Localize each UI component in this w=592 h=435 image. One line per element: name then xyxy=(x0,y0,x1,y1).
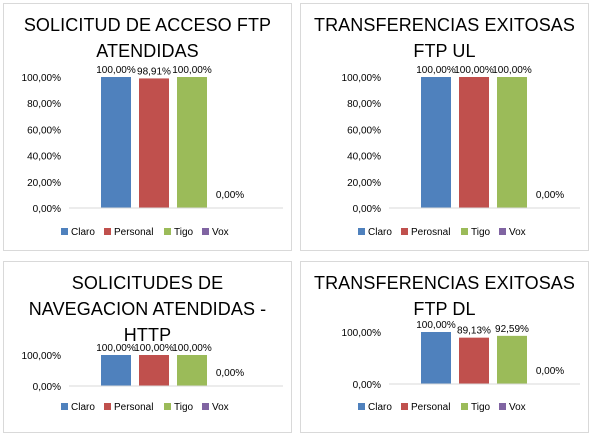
data-label: 98,91% xyxy=(137,66,171,77)
y-tick-label: 20,00% xyxy=(347,178,381,189)
legend-swatch xyxy=(164,403,171,410)
chart-title-line: NAVEGACION ATENDIDAS - xyxy=(28,299,267,319)
y-tick-label: 0,00% xyxy=(33,204,61,215)
data-label: 100,00% xyxy=(492,65,532,76)
chart-title-line: TRANSFERENCIAS EXITOSAS xyxy=(313,273,576,293)
bar-claro xyxy=(421,332,451,384)
legend-label: Claro xyxy=(368,227,392,238)
legend-label: Vox xyxy=(509,402,526,413)
legend-swatch xyxy=(164,228,171,235)
bar-claro xyxy=(101,355,131,386)
chart-title-line: FTP DL xyxy=(413,299,476,319)
legend-swatch xyxy=(358,228,365,235)
bar-tigo xyxy=(497,335,527,384)
chart-panel: TRANSFERENCIAS EXITOSAS FTP DL 0,00% 100,00… xyxy=(300,261,589,433)
data-label: 100,00% xyxy=(454,65,494,76)
chart-title-line: ATENDIDAS xyxy=(96,41,199,61)
legend-swatch xyxy=(202,228,209,235)
legend-swatch xyxy=(61,403,68,410)
y-tick-label: 100,00% xyxy=(22,351,62,362)
data-label: 0,00% xyxy=(216,368,244,379)
data-label: 0,00% xyxy=(216,190,244,201)
chart-title-line: SOLICITUD DE ACCESO FTP xyxy=(23,15,272,35)
legend-label: Vox xyxy=(509,227,526,238)
chart-panel: TRANSFERENCIAS EXITOSAS FTP UL 0,00% 20,00%… xyxy=(300,3,589,251)
y-tick-label: 80,00% xyxy=(27,99,61,110)
legend-swatch xyxy=(401,403,408,410)
legend-label: Tigo xyxy=(471,227,491,238)
legend-label: Claro xyxy=(71,402,95,413)
data-label: 100,00% xyxy=(416,320,456,331)
chart-panel: SOLICITUD DE ACCESO FTP ATENDIDAS 0,00% 20,… xyxy=(3,3,292,251)
data-label: 100,00% xyxy=(96,343,136,354)
chart-title-line: HTTP xyxy=(123,325,172,345)
bar-personal xyxy=(459,337,489,384)
chart-svg: 0,00% 20,00% 40,00% 60,00% 80,00% 100,00% 100,… xyxy=(22,65,283,238)
legend-swatch xyxy=(499,228,506,235)
data-label: 100,00% xyxy=(416,65,456,76)
y-tick-label: 20,00% xyxy=(27,178,61,189)
chart-title: SOLICITUD DE ACCESO FTP ATENDIDAS xyxy=(4,12,291,64)
chart-title: SOLICITUDES DE NAVEGACION ATENDIDAS - HTTP xyxy=(4,270,291,348)
bar-perosnal xyxy=(459,77,489,208)
y-tick-label: 100,00% xyxy=(22,73,62,84)
legend-swatch xyxy=(61,228,68,235)
bar-personal xyxy=(139,78,169,208)
legend-swatch xyxy=(358,403,365,410)
y-tick-label: 100,00% xyxy=(342,73,382,84)
y-tick-label: 80,00% xyxy=(347,99,381,110)
y-tick-label: 0,00% xyxy=(353,380,381,391)
bar-tigo xyxy=(497,77,527,208)
chart-svg: 0,00%20,00%40,00%60,00%80,00%100,00%100,… xyxy=(342,65,580,238)
legend-label: Claro xyxy=(368,402,392,413)
y-tick-label: 40,00% xyxy=(347,152,381,163)
data-label: 0,00% xyxy=(536,190,564,201)
legend-label: Tigo xyxy=(174,402,194,413)
legend-label: Tigo xyxy=(471,402,491,413)
legend-swatch xyxy=(104,228,111,235)
chart-panel: SOLICITUDES DE NAVEGACION ATENDIDAS - HTTP… xyxy=(3,261,292,433)
bar-tigo xyxy=(177,355,207,386)
legend-swatch xyxy=(461,403,468,410)
chart-title-line: SOLICITUDES DE xyxy=(71,273,224,293)
legend-label: Personal xyxy=(411,402,450,413)
chart-title-line: TRANSFERENCIAS EXITOSAS xyxy=(313,15,576,35)
chart-svg: 0,00%100,00%100,00%89,13% 92,59%0,00%Clar… xyxy=(342,320,580,413)
legend-label: Vox xyxy=(212,402,229,413)
legend-label: Vox xyxy=(212,227,229,238)
y-tick-label: 60,00% xyxy=(347,125,381,136)
bar-claro xyxy=(421,77,451,208)
bar-claro xyxy=(101,77,131,208)
legend-label: Tigo xyxy=(174,227,194,238)
y-tick-label: 40,00% xyxy=(27,152,61,163)
data-label: 89,13% xyxy=(457,326,491,337)
data-label: 0,00% xyxy=(536,366,564,377)
legend-swatch xyxy=(461,228,468,235)
chart-title-line: FTP UL xyxy=(413,41,476,61)
y-tick-label: 60,00% xyxy=(27,125,61,136)
chart-svg: 0,00%100,00%100,00%100,00%100,00%0,00%Cl… xyxy=(22,343,283,413)
legend-label: Personal xyxy=(114,227,153,238)
bar-tigo xyxy=(177,77,207,208)
chart-title: TRANSFERENCIAS EXITOSAS FTP DL xyxy=(301,270,588,322)
legend-label: Personal xyxy=(114,402,153,413)
chart-title: TRANSFERENCIAS EXITOSAS FTP UL xyxy=(301,12,588,64)
legend-swatch xyxy=(202,403,209,410)
data-label: 100,00% xyxy=(96,65,136,76)
legend-swatch xyxy=(401,228,408,235)
data-label: 92,59% xyxy=(495,324,529,335)
bar-personal xyxy=(139,355,169,386)
y-tick-label: 0,00% xyxy=(353,204,381,215)
y-tick-label: 0,00% xyxy=(33,382,61,393)
y-tick-label: 100,00% xyxy=(342,328,382,339)
legend-swatch xyxy=(499,403,506,410)
legend-label: Claro xyxy=(71,227,95,238)
data-label: 100,00% xyxy=(172,343,212,354)
data-label: 100,00% xyxy=(172,65,212,76)
legend-swatch xyxy=(104,403,111,410)
legend-label: Perosnal xyxy=(411,227,450,238)
data-label: 100,00% xyxy=(134,343,174,354)
